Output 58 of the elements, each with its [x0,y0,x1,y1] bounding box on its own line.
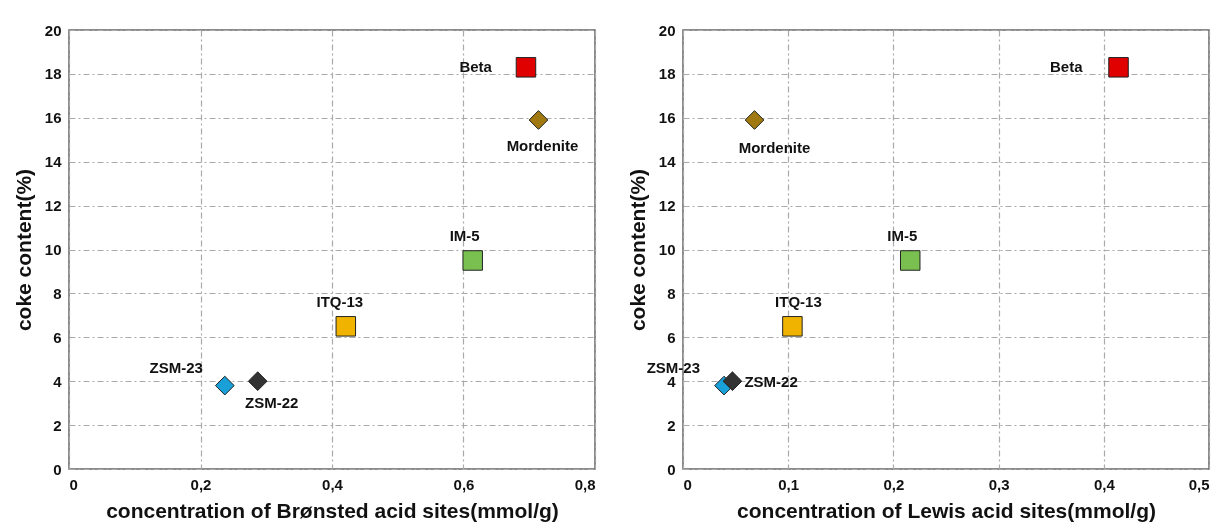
series-label: Beta [1050,58,1084,76]
point [515,57,537,78]
x-tick-label: 0,3 [988,475,1010,493]
series-label: ZSM-23 [149,358,203,376]
x-tick-label: 0,8 [574,475,596,493]
y-tick-label: 10 [44,241,62,258]
y-tick-label: 16 [658,109,676,127]
x-tick-label: 0 [69,475,78,493]
y-tick-label: 0 [667,460,676,478]
point [722,371,743,392]
y-tick-label: 18 [44,65,62,83]
x-tick-label: 0,6 [453,475,475,493]
series-label: IM-5 [449,227,480,245]
point [1108,57,1129,78]
point [462,250,483,271]
series-label: ZSM-22 [245,394,299,412]
series-label: ITQ-13 [316,293,364,311]
y-axis-title: coke content(%) [625,168,649,332]
y-tick-label: 14 [658,153,677,171]
x-tick-label: 0 [683,475,692,493]
y-axis-title: coke content(%) [11,168,35,332]
x-tick-label: 0,5 [1188,475,1210,493]
x-axis-title: concentration of Lewis acid sites(mmol/g) [737,498,1156,522]
y-tick-label: 4 [53,372,63,390]
y-tick-label: 12 [658,197,676,215]
x-tick-label: 0,2 [190,475,212,493]
point [247,371,268,392]
point [744,110,765,130]
y-tick-label: 14 [44,153,63,171]
series-label: ZSM-22 [744,373,798,391]
y-tick-label: 6 [667,328,676,346]
y-tick-label: 2 [53,416,62,434]
y-tick-label: 12 [44,197,62,215]
point [528,110,549,130]
series-label: Mordenite [738,138,811,156]
series-label: ITQ-13 [775,293,822,311]
y-tick-label: 0 [53,460,62,478]
series-label: Beta [459,58,493,76]
x-tick-label: 0,4 [322,475,344,493]
point [335,316,357,337]
point [899,250,921,271]
x-axis-title: concentration of Brønsted acid sites(mmol/g) [106,498,559,522]
y-tick-label: 10 [658,241,676,258]
point [214,375,235,396]
series-label: IM-5 [887,227,918,245]
y-tick-label: 6 [53,328,62,346]
y-tick-label: 20 [44,21,62,39]
x-tick-label: 0,2 [883,475,905,493]
y-tick-label: 20 [658,21,676,39]
x-tick-label: 0,4 [1093,475,1116,493]
y-tick-label: 2 [667,416,676,434]
y-tick-label: 8 [53,284,62,302]
point [782,316,803,337]
y-tick-label: 18 [658,65,676,83]
y-tick-label: 8 [667,284,676,302]
series-label: Mordenite [506,136,579,154]
x-tick-label: 0,1 [778,475,800,493]
y-tick-label: 16 [44,109,62,127]
